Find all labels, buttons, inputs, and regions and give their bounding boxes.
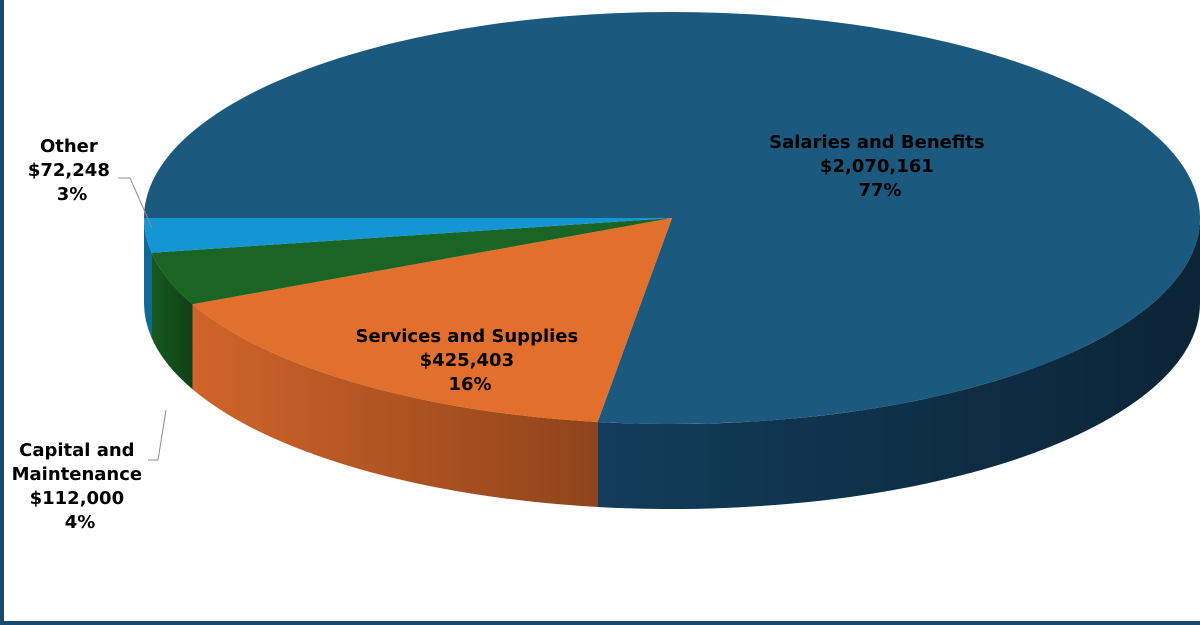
label-services-and-supplies: Services and Supplies $425,403 16% [355, 326, 584, 395]
pie-side-services-and-supplies [192, 304, 598, 507]
label-capital-and-maintenance: Capital and Maintenance $112,000 4% [12, 440, 149, 533]
pie-side-salaries-and-benefits [597, 218, 1200, 509]
pie-slice-other [144, 218, 672, 253]
label-salaries-and-benefits: Salaries and Benefits $2,070,161 77% [769, 132, 991, 201]
pie-side-other [144, 218, 152, 338]
label-other: Other $72,248 3% [28, 136, 116, 205]
leader-line-capital-and-maintenance [148, 409, 167, 461]
leader-line-other [118, 177, 153, 229]
pie-side-capital-and-maintenance [151, 252, 193, 390]
pie-slice-services-and-supplies [192, 218, 672, 422]
pie-slice-capital-and-maintenance [151, 218, 673, 305]
